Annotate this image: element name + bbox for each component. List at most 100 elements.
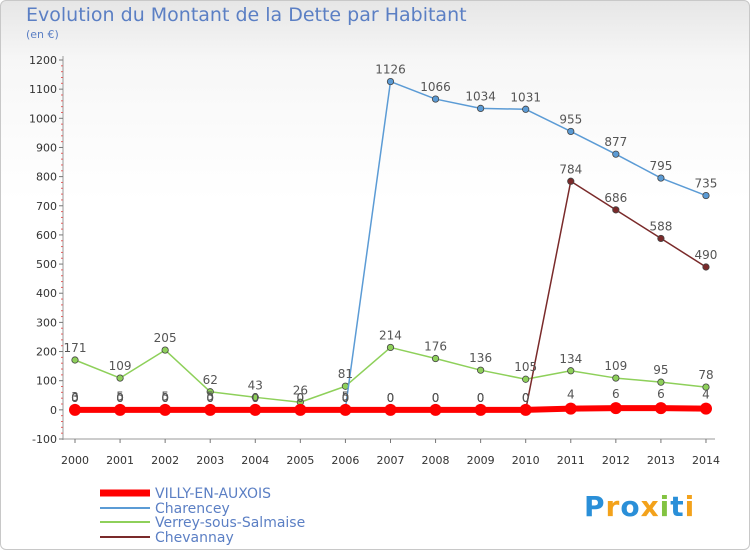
logo-letter: o [620, 490, 641, 523]
data-label: 955 [559, 112, 582, 126]
data-label: 136 [469, 351, 492, 365]
data-label: 81 [338, 367, 353, 381]
y-tick-label: 1200 [29, 54, 57, 67]
x-tick-label: 2009 [467, 454, 495, 467]
y-tick-label: 0 [50, 404, 57, 417]
y-tick-label: 900 [36, 141, 57, 154]
chart-title: Evolution du Montant de la Dette par Hab… [26, 4, 467, 26]
data-point [294, 403, 307, 416]
y-tick-label: 1100 [29, 83, 57, 96]
legend-label: Chevannay [155, 530, 234, 546]
data-label: 735 [695, 177, 718, 191]
data-point [206, 388, 214, 396]
data-point [159, 403, 172, 416]
x-tick-label: 2012 [602, 454, 630, 467]
data-label: 0 [116, 391, 124, 405]
y-tick-label: -100 [32, 433, 57, 446]
data-label: 109 [604, 359, 627, 373]
data-label: 1066 [420, 80, 451, 94]
data-label: 0 [342, 391, 350, 405]
data-point [612, 150, 620, 158]
data-point [657, 174, 665, 182]
data-label: 490 [695, 248, 718, 262]
data-label: 0 [522, 391, 530, 405]
data-label: 877 [604, 135, 627, 149]
data-point [612, 206, 620, 214]
data-point [204, 403, 217, 416]
data-label: 5 [161, 389, 169, 403]
data-point [699, 402, 712, 415]
data-point [567, 367, 575, 375]
y-tick-label: 400 [36, 287, 57, 300]
data-point [564, 402, 577, 415]
y-tick-label: 800 [36, 171, 57, 184]
data-label: 105 [514, 360, 537, 374]
x-tick-label: 2013 [647, 454, 675, 467]
data-label: 0 [206, 391, 214, 405]
data-label: 4 [567, 388, 575, 402]
data-label: 0 [432, 391, 440, 405]
y-tick-label: 700 [36, 200, 57, 213]
y-tick-label: 200 [36, 346, 57, 359]
data-point [386, 77, 395, 86]
data-label: 1126 [375, 63, 406, 77]
logo-letter: P [584, 490, 606, 523]
logo-letter: t [670, 490, 685, 523]
data-point [657, 234, 665, 243]
legend-label: Verrey-sous-Salmaise [155, 515, 305, 531]
data-label: 0 [251, 391, 259, 405]
x-tick-label: 2006 [331, 454, 359, 467]
logo-letter: r [605, 490, 621, 523]
data-label: 0 [297, 391, 305, 405]
y-tick-label: 500 [36, 258, 57, 271]
legend-label: VILLY-EN-AUXOIS [155, 486, 271, 502]
data-label: 6 [612, 387, 620, 401]
x-tick-label: 2005 [286, 454, 314, 467]
data-label: 0 [387, 391, 395, 405]
data-label: 134 [559, 352, 582, 366]
data-point [567, 177, 575, 185]
data-label: 5 [116, 389, 124, 403]
data-label: 0 [71, 391, 79, 405]
data-point [519, 403, 532, 416]
proxiti-logo: Proxiti [584, 490, 695, 523]
data-label: 0 [251, 391, 259, 405]
data-point [609, 402, 622, 415]
data-point [114, 403, 127, 416]
x-tick-label: 2001 [106, 454, 134, 467]
data-label: 0 [477, 391, 485, 405]
data-point [431, 354, 440, 363]
data-point [69, 403, 81, 416]
x-tick-label: 2011 [557, 454, 585, 467]
data-point [702, 191, 710, 200]
data-label: 3 [71, 390, 79, 404]
data-label: 0 [477, 391, 485, 405]
data-point [386, 343, 395, 352]
data-label: 6 [657, 387, 665, 401]
data-point [339, 403, 352, 416]
x-tick-label: 2007 [376, 454, 404, 467]
logo-letter: x [640, 490, 660, 523]
data-point [161, 346, 169, 354]
data-point [522, 105, 530, 113]
data-point [116, 374, 124, 382]
data-point [522, 375, 530, 383]
data-label: 43 [248, 378, 263, 392]
data-label: 0 [161, 391, 169, 405]
data-label: 5 [342, 389, 350, 403]
data-point [474, 403, 487, 416]
data-point [384, 403, 397, 416]
x-tick-label: 2004 [241, 454, 269, 467]
x-tick-label: 2010 [512, 454, 540, 467]
data-point [71, 356, 79, 364]
data-label: 4 [702, 388, 710, 402]
data-label: 5 [206, 389, 214, 403]
data-label: 26 [293, 383, 308, 397]
y-tick-label: 300 [36, 316, 57, 329]
data-label: 0 [522, 391, 530, 405]
data-label: 0 [387, 391, 395, 405]
logo-letter: i [659, 490, 671, 523]
data-label: 0 [432, 391, 440, 405]
